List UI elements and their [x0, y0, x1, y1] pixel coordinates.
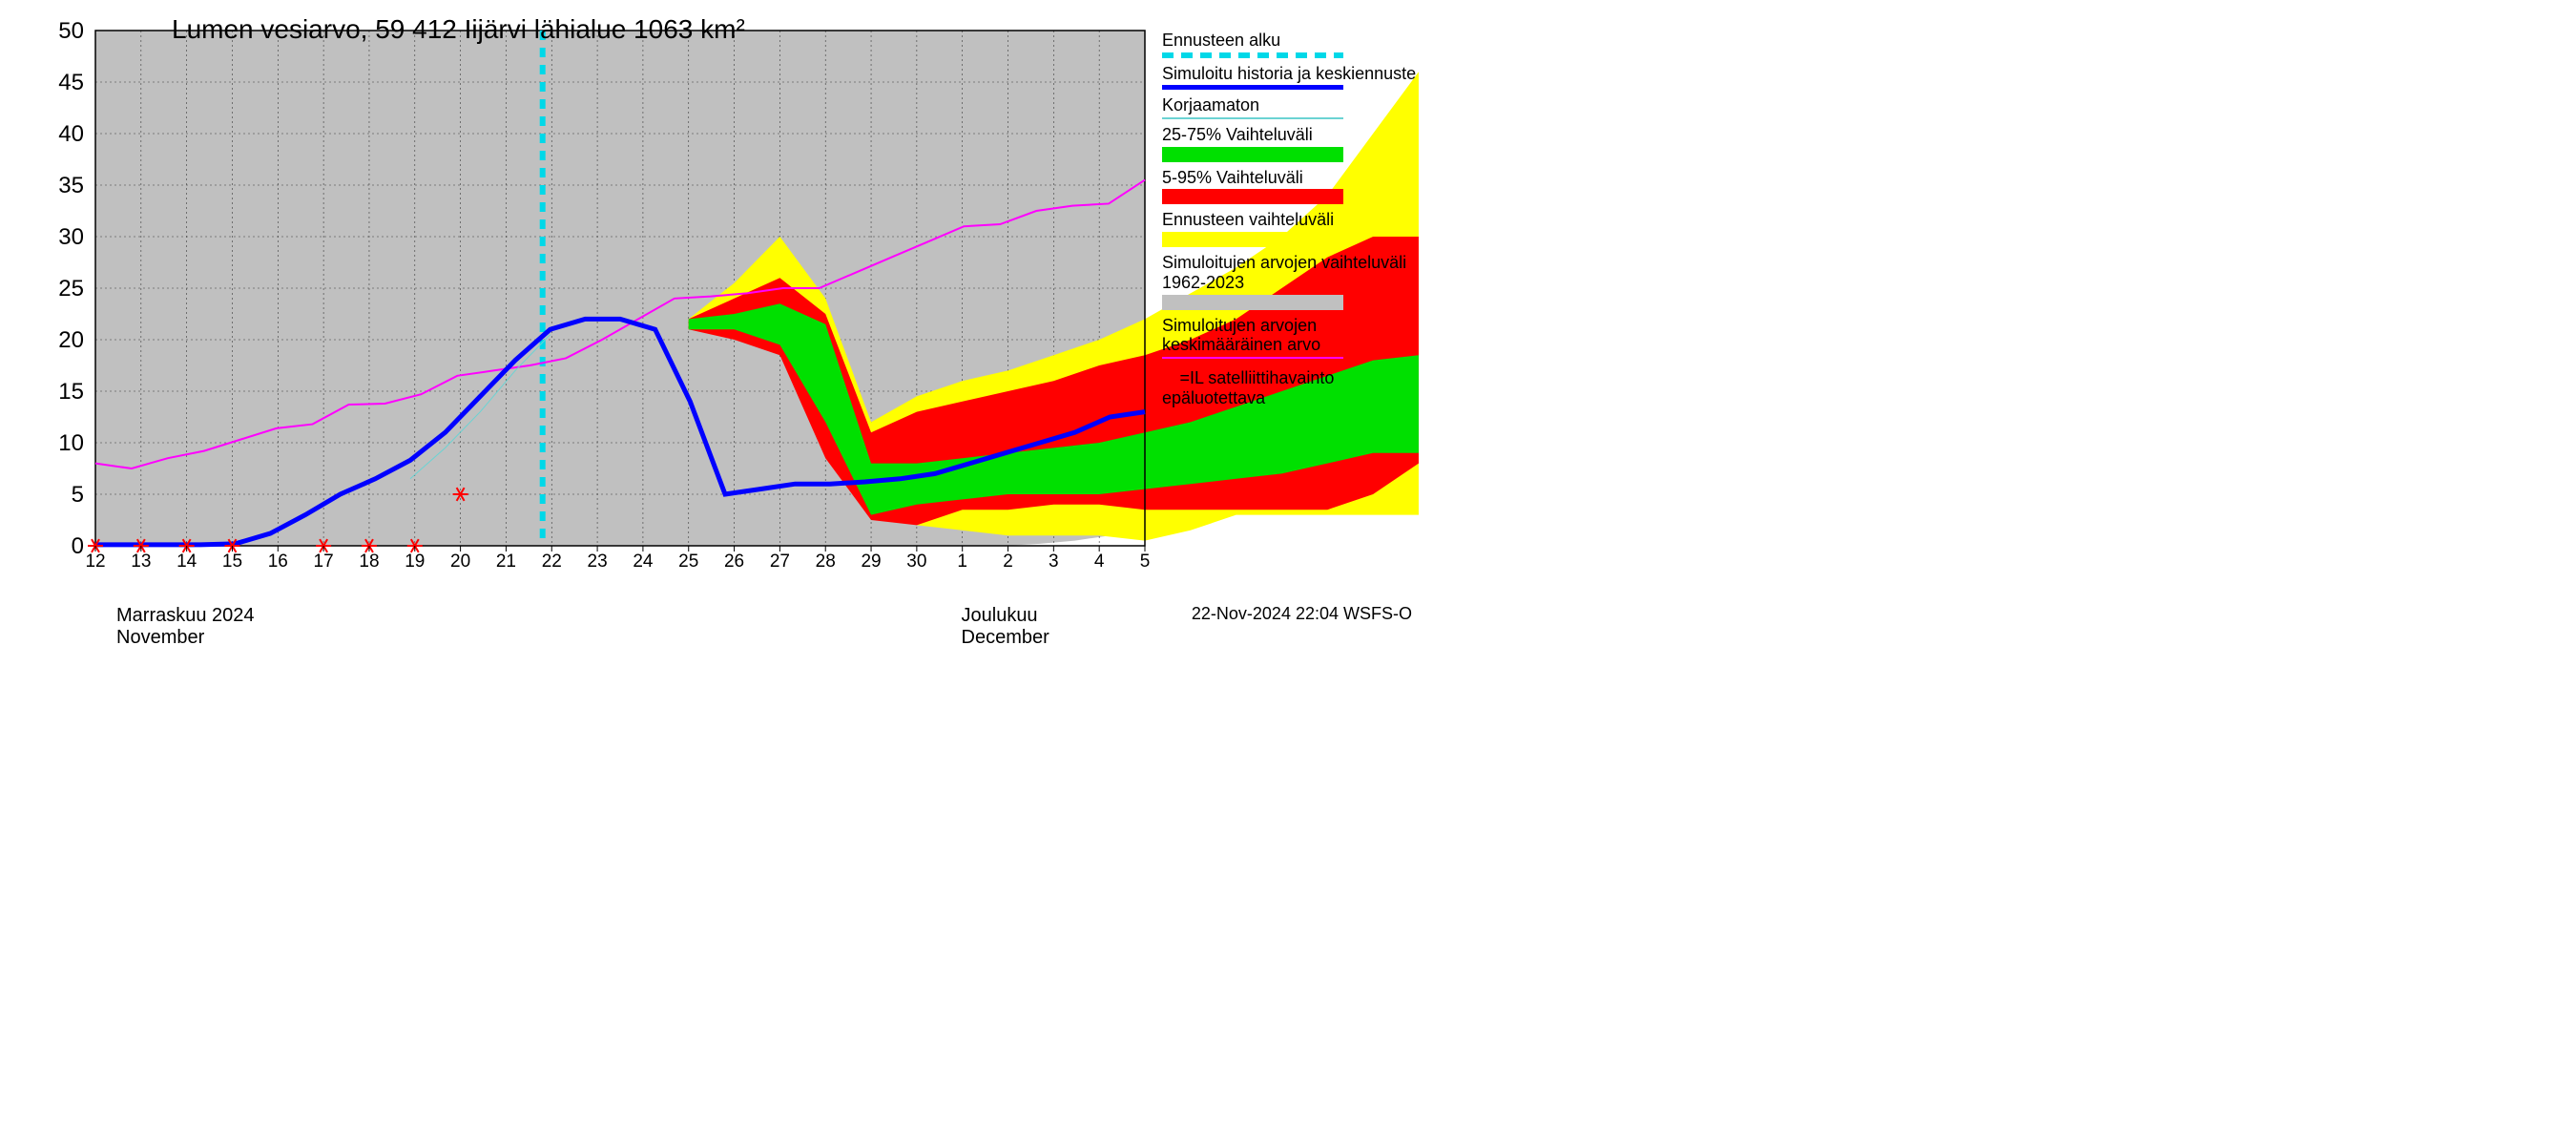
month-label: JoulukuuDecember [962, 605, 1049, 649]
legend-entry: 5-95% Vaihteluväli [1162, 168, 1420, 205]
x-tick-label: 21 [496, 552, 516, 572]
x-tick-label: 15 [222, 552, 242, 572]
y-tick-label: 20 [58, 327, 84, 353]
x-tick-label: 23 [588, 552, 608, 572]
legend-swatch [1162, 189, 1343, 204]
x-tick-label: 19 [405, 552, 425, 572]
x-tick-label: 13 [131, 552, 151, 572]
footer-timestamp: 22-Nov-2024 22:04 WSFS-O [1192, 604, 1412, 624]
legend-swatch [1162, 117, 1343, 119]
legend-swatch [1162, 232, 1343, 247]
legend-label: 5-95% Vaihteluväli [1162, 168, 1420, 188]
y-tick-label: 50 [58, 18, 84, 44]
x-tick-label: 17 [314, 552, 334, 572]
x-tick-label: 18 [359, 552, 379, 572]
legend-swatch [1162, 52, 1343, 58]
x-tick-label: 1 [957, 552, 967, 572]
x-tick-label: 20 [450, 552, 470, 572]
x-tick-label: 26 [724, 552, 744, 572]
x-tick-label: 29 [861, 552, 881, 572]
legend-swatch [1162, 85, 1343, 90]
x-tick-label: 2 [1003, 552, 1013, 572]
legend-label: Simuloitu historia ja keskiennuste [1162, 64, 1420, 84]
y-tick-label: 0 [72, 533, 84, 559]
y-tick-label: 10 [58, 430, 84, 456]
x-tick-label: 22 [542, 552, 562, 572]
legend-label: Simuloitujen arvojen keskimääräinen arvo [1162, 316, 1420, 355]
legend-entry: Simuloitujen arvojen keskimääräinen arvo [1162, 316, 1420, 359]
y-tick-label: 45 [58, 70, 84, 95]
x-tick-label: 14 [177, 552, 197, 572]
legend-entry: Korjaamaton [1162, 95, 1420, 119]
legend-entry: Simuloitu historia ja keskiennuste [1162, 64, 1420, 91]
chart-container: Lumen vesiarvo / Snow water equiv. mm 05… [0, 0, 1431, 635]
plot-area: 0510152025303540455012131415161718192021… [95, 31, 1145, 546]
asterisk-icon: ✱ [1162, 364, 1179, 388]
y-tick-label: 5 [72, 482, 84, 508]
legend-label: 25-75% Vaihteluväli [1162, 125, 1420, 145]
legend-label: Ennusteen vaihteluväli [1162, 210, 1420, 230]
x-tick-label: 4 [1094, 552, 1105, 572]
x-tick-label: 12 [85, 552, 105, 572]
legend-swatch [1162, 147, 1343, 162]
legend-label: =IL satelliittihavainto epäluotettava [1162, 368, 1334, 407]
legend: Ennusteen alku Simuloitu historia ja kesk… [1162, 31, 1420, 414]
y-tick-label: 25 [58, 276, 84, 302]
legend-swatch [1162, 357, 1343, 359]
legend-satellite-note: ✱=IL satelliittihavainto epäluotettava [1162, 364, 1420, 408]
x-tick-label: 25 [678, 552, 698, 572]
y-tick-label: 15 [58, 379, 84, 405]
x-tick-label: 28 [816, 552, 836, 572]
y-tick-label: 40 [58, 121, 84, 147]
x-tick-label: 30 [906, 552, 926, 572]
x-tick-label: 27 [770, 552, 790, 572]
legend-entry: Ennusteen vaihteluväli [1162, 210, 1420, 247]
legend-entry: Simuloitujen arvojen vaihteluväli 1962-2… [1162, 253, 1420, 309]
legend-label: Simuloitujen arvojen vaihteluväli 1962-2… [1162, 253, 1420, 292]
y-tick-label: 30 [58, 224, 84, 250]
chart-title: Lumen vesiarvo, 59 412 Iijärvi lähialue … [172, 14, 745, 45]
legend-label: Korjaamaton [1162, 95, 1420, 115]
y-tick-label: 35 [58, 173, 84, 198]
x-tick-label: 3 [1049, 552, 1059, 572]
x-tick-label: 16 [268, 552, 288, 572]
month-label: Marraskuu 2024November [116, 605, 255, 649]
legend-entry: 25-75% Vaihteluväli [1162, 125, 1420, 162]
legend-label: Ennusteen alku [1162, 31, 1420, 51]
x-tick-label: 24 [633, 552, 654, 572]
legend-entry: Ennusteen alku [1162, 31, 1420, 58]
x-tick-label: 5 [1140, 552, 1151, 572]
legend-swatch [1162, 295, 1343, 310]
